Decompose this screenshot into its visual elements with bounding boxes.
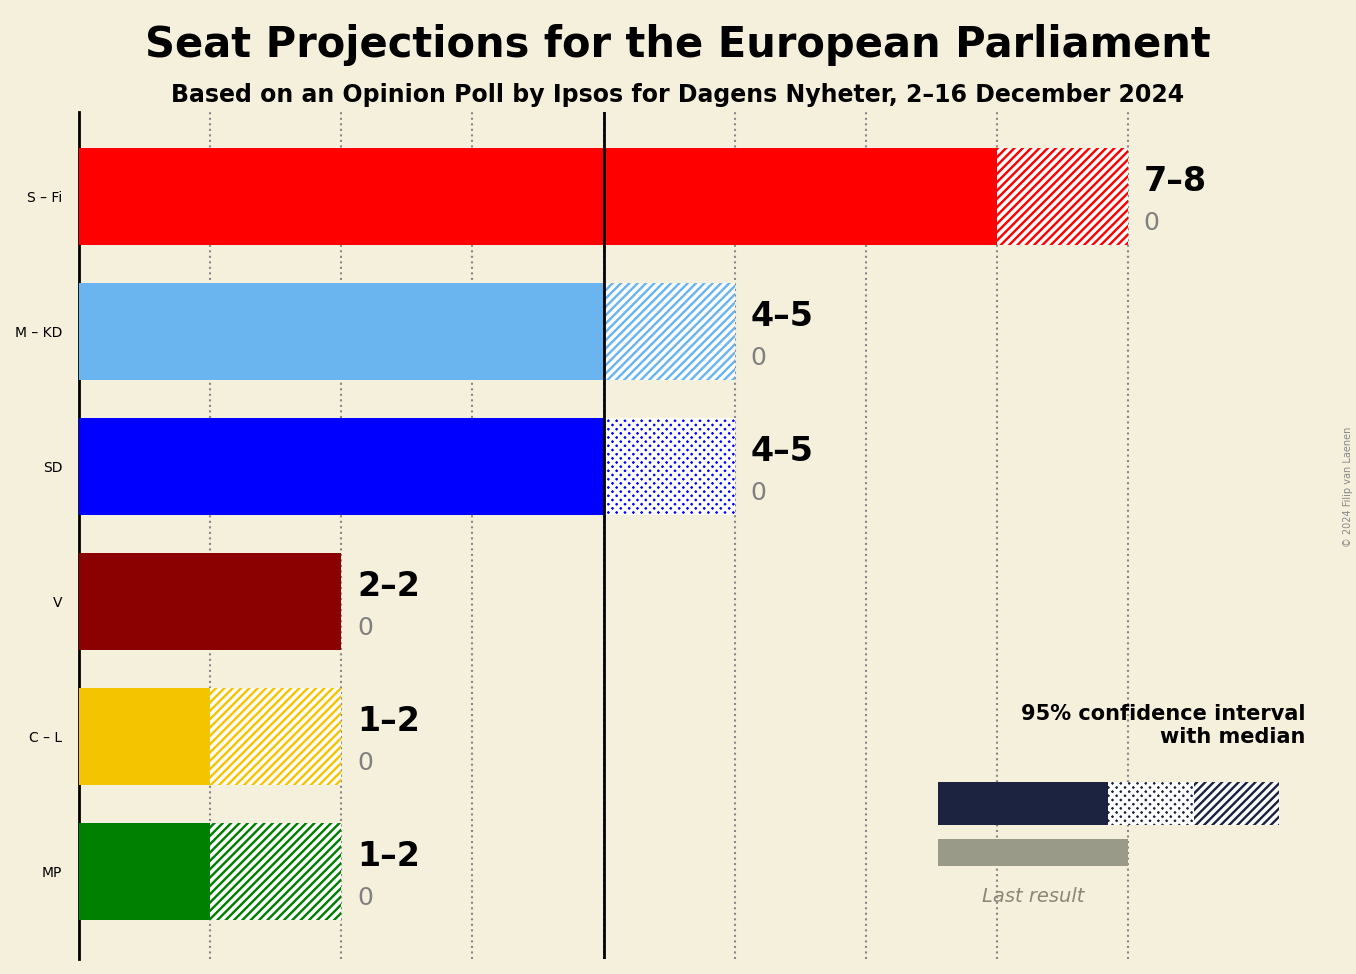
Text: 4–5: 4–5 bbox=[750, 434, 814, 468]
Text: 4–5: 4–5 bbox=[750, 300, 814, 333]
Text: Last result: Last result bbox=[982, 887, 1085, 907]
Text: 7–8: 7–8 bbox=[1143, 165, 1207, 198]
Text: 0: 0 bbox=[1143, 211, 1159, 235]
Bar bbox=[79, 823, 210, 919]
Text: 1–2: 1–2 bbox=[357, 840, 420, 873]
Text: 95% confidence interval
with median: 95% confidence interval with median bbox=[1021, 704, 1304, 747]
Bar bbox=[79, 418, 603, 515]
Bar bbox=[1108, 782, 1193, 825]
Text: 1–2: 1–2 bbox=[357, 705, 420, 738]
Bar bbox=[79, 688, 210, 785]
Bar bbox=[1193, 782, 1279, 825]
Bar bbox=[603, 282, 735, 380]
Text: 0: 0 bbox=[357, 751, 373, 775]
Text: 2–2: 2–2 bbox=[357, 570, 420, 603]
Text: 0: 0 bbox=[357, 617, 373, 640]
Bar bbox=[603, 418, 735, 515]
Bar bbox=[210, 823, 342, 919]
Text: Seat Projections for the European Parliament: Seat Projections for the European Parlia… bbox=[145, 24, 1211, 66]
Bar bbox=[79, 147, 997, 244]
Text: © 2024 Filip van Laenen: © 2024 Filip van Laenen bbox=[1344, 427, 1353, 547]
Text: 0: 0 bbox=[357, 886, 373, 911]
Text: Based on an Opinion Poll by Ipsos for Dagens Nyheter, 2–16 December 2024: Based on an Opinion Poll by Ipsos for Da… bbox=[171, 83, 1185, 107]
Bar bbox=[79, 282, 603, 380]
Bar bbox=[79, 552, 342, 650]
Bar bbox=[938, 782, 1108, 825]
Bar bbox=[210, 688, 342, 785]
Text: 0: 0 bbox=[750, 346, 766, 370]
Bar bbox=[997, 147, 1128, 244]
Text: 0: 0 bbox=[750, 481, 766, 506]
Bar bbox=[938, 839, 1128, 866]
